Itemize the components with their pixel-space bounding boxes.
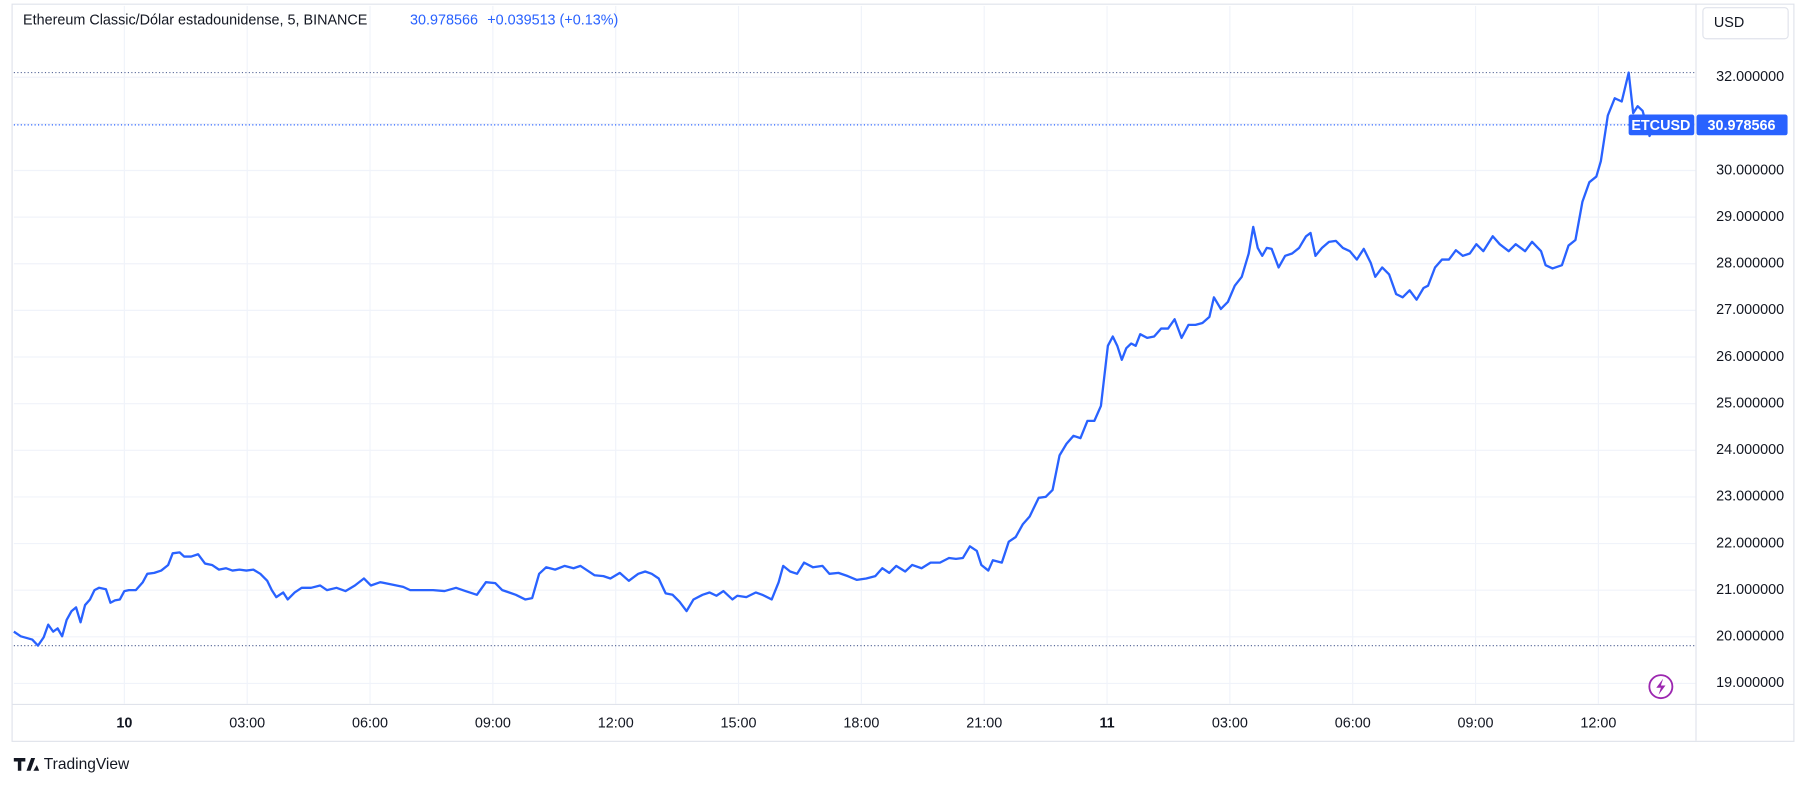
- x-tick-label: 09:00: [1458, 715, 1494, 731]
- price-label: 30.978566: [1708, 118, 1776, 134]
- x-tick-label: 18:00: [843, 715, 879, 731]
- y-tick-label: 21.000000: [1716, 582, 1784, 598]
- x-tick-label: 15:00: [721, 715, 757, 731]
- y-tick-label: 19.000000: [1716, 675, 1784, 691]
- y-tick-label: 24.000000: [1716, 442, 1784, 458]
- x-tick-label: 06:00: [352, 715, 388, 731]
- y-tick-label: 27.000000: [1716, 302, 1784, 318]
- brand-logo: [13, 758, 40, 771]
- y-tick-label: 30.000000: [1716, 162, 1784, 178]
- x-tick-label: 09:00: [475, 715, 511, 731]
- lightning-icon: [1656, 678, 1666, 695]
- y-tick-label: 26.000000: [1716, 349, 1784, 365]
- y-tick-label: 22.000000: [1716, 535, 1784, 551]
- x-tick-label: 06:00: [1335, 715, 1371, 731]
- x-tick-label: 03:00: [1212, 715, 1248, 731]
- y-tick-label: 25.000000: [1716, 395, 1784, 411]
- price-line: [13, 71, 1656, 647]
- y-tick-label: 32.000000: [1716, 69, 1784, 85]
- x-tick-label: 11: [1099, 715, 1114, 731]
- x-tick-label: 10: [116, 715, 132, 731]
- header-price: 30.978566: [410, 13, 478, 29]
- y-tick-label: 28.000000: [1716, 256, 1784, 272]
- chart-title: Ethereum Classic/Dólar estadounidense, 5…: [23, 13, 367, 29]
- symbol-label: ETCUSD: [1631, 118, 1690, 134]
- x-tick-label: 03:00: [229, 715, 265, 731]
- price-label-bg: [1696, 114, 1788, 136]
- currency-button[interactable]: [1702, 7, 1789, 40]
- x-tick-label: 12:00: [598, 715, 634, 731]
- currency-label[interactable]: USD: [1714, 15, 1744, 31]
- plot: [13, 71, 1696, 647]
- grid: [13, 5, 1696, 704]
- y-tick-label: 23.000000: [1716, 489, 1784, 505]
- x-tick-label: 12:00: [1580, 715, 1616, 731]
- y-tick-label: 20.000000: [1716, 629, 1784, 645]
- chart-frame: [11, 3, 1795, 742]
- x-tick-label: 21:00: [966, 715, 1002, 731]
- symbol-label-bg: [1628, 114, 1695, 136]
- brand-name: TradingView: [44, 756, 130, 773]
- y-tick-label: 29.000000: [1716, 209, 1784, 225]
- header-change: +0.039513 (+0.13%): [487, 13, 618, 29]
